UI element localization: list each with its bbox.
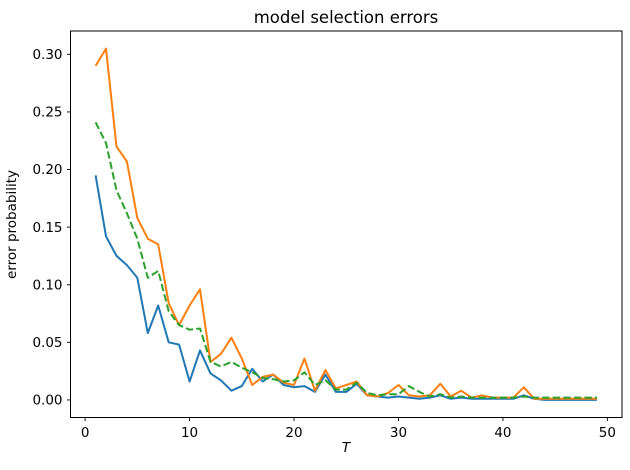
series-line-orange-solid [94, 47, 597, 400]
x-tick-label: 0 [81, 425, 90, 441]
chart-title: model selection errors [254, 8, 439, 27]
x-tick-label: 40 [494, 425, 511, 441]
y-tick-label: 0.00 [32, 393, 62, 409]
series-line-green-dashed [94, 121, 597, 399]
axes-spines [70, 30, 623, 418]
series-line-blue-solid [94, 175, 597, 401]
x-tick-label: 10 [181, 425, 198, 441]
y-tick-label: 0.25 [32, 105, 62, 121]
plot-area: 0 10 20 30 40 50 0.00 0.05 0.10 0.15 0.20 0.25 0.30 [32, 30, 623, 441]
x-tick-label: 30 [390, 425, 407, 441]
x-tick-label: 50 [599, 425, 616, 441]
y-tick-label: 0.10 [32, 277, 62, 293]
y-tick-label: 0.30 [32, 47, 62, 63]
y-axis-label: error probability [4, 170, 20, 279]
y-tick-label: 0.05 [32, 335, 62, 351]
y-tick-label: 0.15 [32, 220, 62, 236]
x-tick-label: 20 [285, 425, 302, 441]
x-axis-label: T [342, 440, 352, 456]
y-tick-label: 0.20 [32, 162, 62, 178]
